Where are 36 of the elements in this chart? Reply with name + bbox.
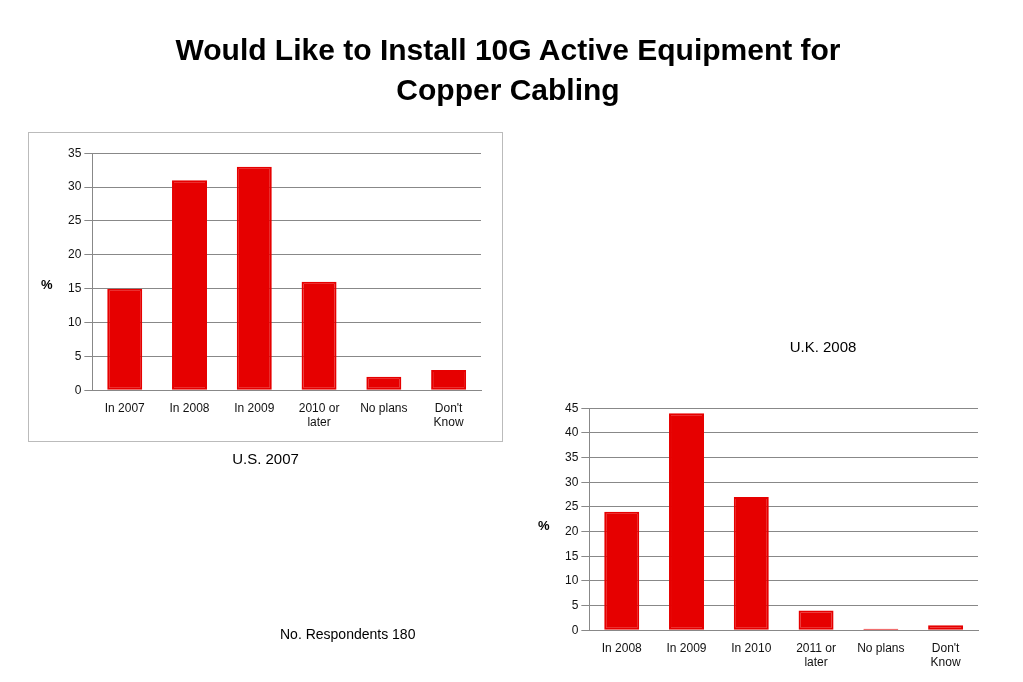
y-axis-title: %	[538, 518, 550, 533]
x-tick-label: 2010 or later	[298, 400, 340, 430]
y-tick-label: 40	[564, 425, 579, 440]
y-tick-label: 25	[564, 499, 579, 514]
y-tick-label: 0	[571, 622, 579, 637]
y-tick-label: 35	[564, 449, 579, 464]
y-tick-label: 5	[571, 597, 579, 612]
x-tick-label: No plans	[857, 640, 905, 655]
text: No. Respondents 180	[280, 626, 416, 642]
chart-title: Would Like to Install 10G Active Equipment for Copper Cabling	[175, 33, 841, 106]
y-tick-label: 20	[564, 523, 579, 538]
y-tick-label: 15	[67, 280, 82, 295]
x-tick-label: In 2007	[104, 400, 146, 415]
x-tick-label: In 2009	[234, 400, 275, 415]
x-tick-label: Don't Know	[433, 400, 464, 430]
x-tick-label: In 2008	[601, 640, 643, 655]
chart-title: U.K. 2008	[789, 338, 857, 355]
y-tick-label: 30	[564, 474, 579, 489]
y-tick-label: 20	[67, 247, 82, 262]
x-tick-label: In 2009	[666, 640, 707, 655]
y-tick-label: 5	[74, 348, 82, 363]
y-tick-label: 0	[74, 382, 82, 397]
y-axis-title: %	[41, 277, 53, 292]
x-tick-label: In 2008	[169, 400, 210, 415]
y-tick-label: 10	[564, 573, 579, 588]
y-tick-label: 10	[67, 314, 82, 329]
x-tick-label: In 2010	[731, 640, 772, 655]
y-tick-label: 30	[67, 179, 82, 194]
x-tick-label: Don't Know	[930, 640, 961, 670]
y-tick-label: 35	[67, 145, 82, 160]
text: U.S. 2007	[232, 450, 299, 467]
y-tick-label: 45	[564, 400, 579, 415]
y-tick-label: 15	[564, 548, 579, 563]
x-tick-label: 2011 or later	[796, 640, 836, 670]
x-tick-label: No plans	[360, 400, 408, 415]
y-tick-label: 25	[67, 213, 82, 228]
